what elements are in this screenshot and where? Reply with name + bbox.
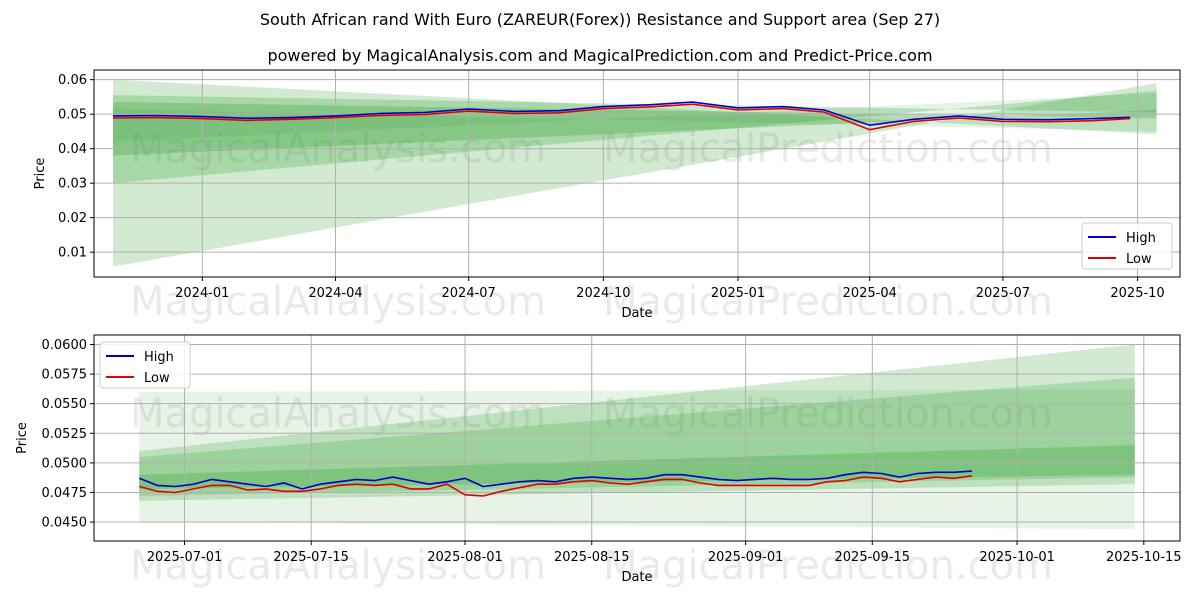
legend-label-low: Low [1126,252,1152,267]
support-resistance-band [113,79,1157,267]
series-line-high [112,101,1131,127]
axes-frame [93,69,1181,278]
axes-frame [93,334,1181,542]
y-tick-label: 0.0550 [42,397,88,412]
x-tick-label: 2025-01 [711,286,765,301]
y-tick-label: 0.0500 [42,456,88,471]
watermark-text: MagicalAnalysis.com [130,543,546,589]
y-tick-label: 0.04 [58,142,87,157]
series-line-low [139,475,973,497]
y-tick-label: 0.0525 [42,427,88,442]
y-tick-label: 0.0575 [42,368,88,383]
bottom-chart: MagicalAnalysis.com MagicalAnalysis.com Ma… [15,334,1182,589]
watermark-text: MagicalAnalysis.com [130,391,546,437]
y-tick-label: 0.06 [58,73,87,88]
watermark-text: MagicalPrediction.com [603,391,1053,437]
x-tick-label: 2024-04 [308,286,362,301]
legend-label-high: High [144,350,174,365]
x-tick-label: 2025-04 [843,286,897,301]
legend-label-high: High [1126,231,1156,246]
y-axis-label: Price [33,158,48,190]
y-tick-label: 0.01 [58,246,87,261]
chart-title: South African rand With Euro (ZAREUR(For… [259,10,941,29]
y-tick-label: 0.0600 [42,338,88,353]
x-tick-label: 2025-07 [976,286,1030,301]
y-tick-label: 0.03 [58,177,87,192]
x-tick-label: 2025-07-15 [273,550,349,565]
chart-subtitle: powered by MagicalAnalysis.com and Magic… [267,46,933,65]
x-axis-label: Date [621,306,652,321]
x-tick-label: 2025-09-15 [835,550,911,565]
top-chart: MagicalAnalysis.comMagicalAnalysis.comMa… [33,69,1181,325]
y-axis-label: Price [15,422,30,454]
watermark-text: MagicalAnalysis.com [130,279,546,325]
x-tick-label: 2025-08-15 [554,550,630,565]
x-tick-label: 2025-09-01 [708,550,784,565]
legend: High Low [1081,222,1173,270]
watermark-text: MagicalPrediction.com [603,543,1053,589]
y-tick-label: 0.02 [58,211,87,226]
y-tick-label: 0.0450 [42,516,88,531]
legend-label-low: Low [144,371,170,386]
x-tick-label: 2025-10-01 [979,550,1055,565]
x-tick-label: 2025-10-15 [1106,550,1182,565]
x-tick-label: 2025-10 [1110,286,1164,301]
y-tick-label: 0.05 [58,108,87,123]
x-axis-label: Date [621,570,652,585]
y-tick-label: 0.0475 [42,486,88,501]
watermark-text: MagicalPrediction.com [603,279,1053,325]
x-tick-label: 2025-08-01 [427,550,503,565]
legend: High Low [99,341,191,389]
support-resistance-band [139,344,1135,501]
support-resistance-band [113,93,1157,142]
series-line-high [139,470,972,490]
x-tick-label: 2024-10 [576,286,630,301]
x-tick-label: 2025-07-01 [147,550,223,565]
x-tick-label: 2024-01 [175,286,229,301]
support-resistance-band [139,389,1135,530]
plot-area [139,344,1135,530]
series-line-low [112,103,1131,131]
x-tick-label: 2024-07 [442,286,496,301]
support-resistance-band [139,377,1135,497]
